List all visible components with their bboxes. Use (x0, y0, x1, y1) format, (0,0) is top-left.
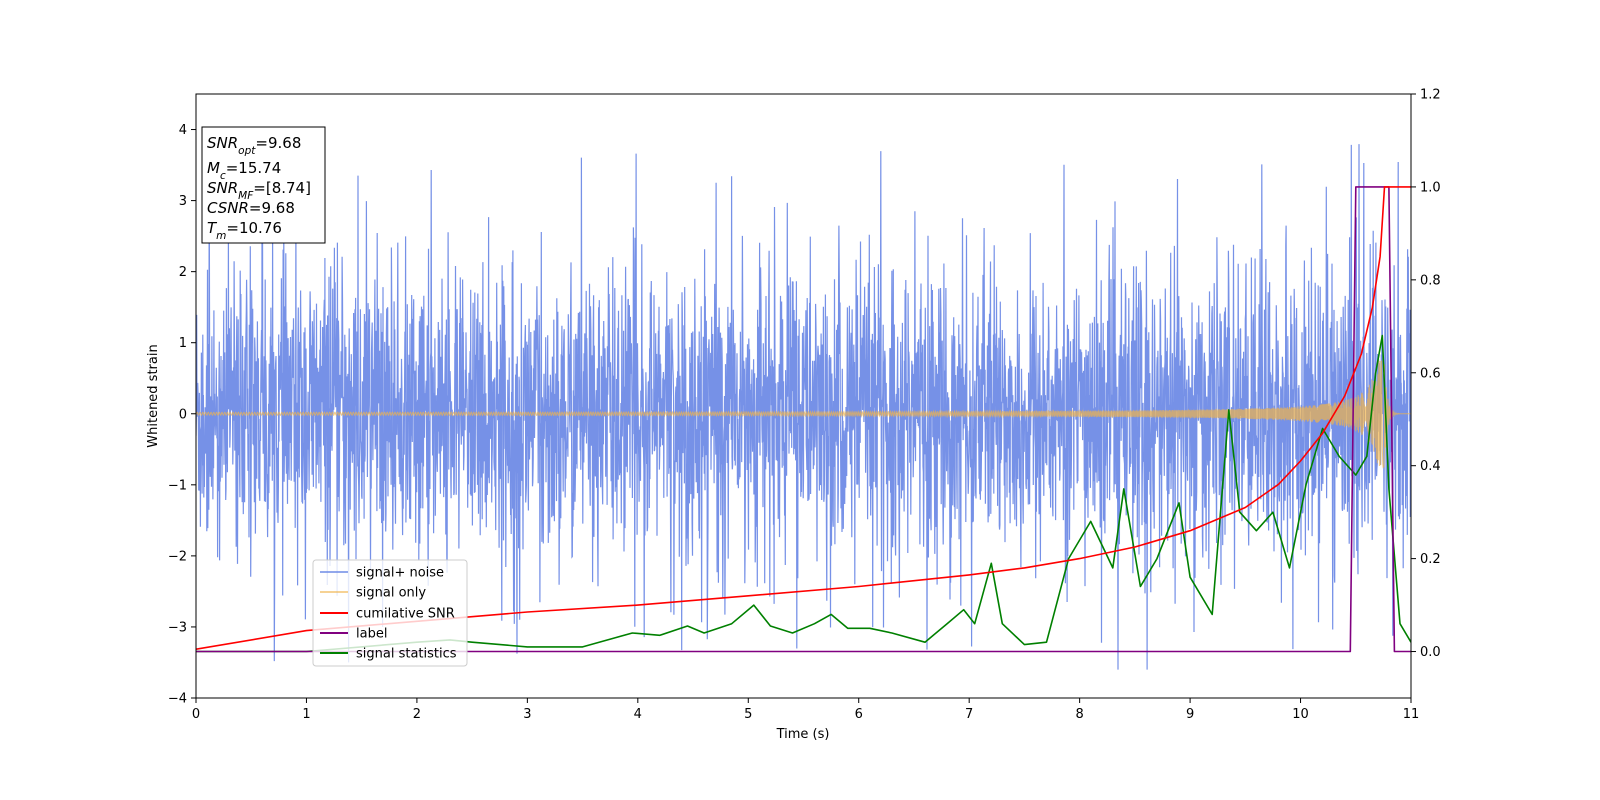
x-tick-label: 5 (744, 707, 752, 722)
y-axis-ticks: 4 3 2 1 0 −1 −2 −3 −4 (168, 123, 196, 707)
y-tick-label: −4 (168, 692, 187, 707)
x-tick-label: 2 (413, 707, 421, 722)
x-tick-label: 3 (523, 707, 531, 722)
y-tick-label: 0 (179, 407, 187, 422)
x-tick-label: 9 (1186, 707, 1194, 722)
info-row: Tm=10.76 (207, 219, 282, 242)
info-row: Mc=15.74 (207, 159, 281, 182)
x-tick-label: 1 (302, 707, 310, 722)
x-tick-label: 4 (634, 707, 642, 722)
y2-tick-label: 0.2 (1420, 552, 1441, 567)
x-tick-label: 6 (855, 707, 863, 722)
info-row: SNRMF=[8.74] (207, 179, 311, 202)
plot-frame (195, 93, 1412, 699)
legend-label: signal statistics (356, 647, 457, 662)
y2-tick-label: 0.0 (1420, 645, 1441, 660)
legend-label: signal+ noise (356, 566, 444, 581)
y2-tick-label: 1.2 (1420, 88, 1441, 103)
info-row: SNRopt=9.68 (207, 134, 301, 157)
info-value: =10.76 (226, 219, 282, 237)
x-tick-label: 11 (1403, 707, 1420, 722)
info-box: SNRopt=9.68Mc=15.74SNRMF=[8.74]CSNR=9.68… (201, 126, 326, 244)
plot-area (196, 144, 1411, 670)
series-line-signal-noise (196, 144, 1411, 670)
series-signal-statistics (196, 334, 1411, 653)
x-axis-label: Time (s) (776, 727, 830, 742)
info-subscript: m (216, 230, 226, 242)
legend: signal+ noise signal only cumilative SNR la… (312, 559, 468, 667)
x-tick-label: 7 (965, 707, 973, 722)
y2-axis-ticks: 1.2 1.0 0.8 0.6 0.4 0.2 0.0 (1411, 88, 1441, 660)
y-tick-label: 1 (179, 336, 187, 351)
y-axis-label: Whitened strain (146, 344, 161, 447)
y-tick-label: 4 (179, 123, 187, 138)
info-subscript: MF (238, 190, 254, 202)
x-axis-ticks: 0 1 2 3 4 5 6 7 8 9 10 11 (192, 698, 1419, 722)
info-value: =9.68 (249, 199, 295, 217)
legend-label: cumilative SNR (356, 607, 455, 622)
info-subscript: opt (238, 145, 256, 157)
info-value: =[8.74] (253, 179, 311, 197)
y-tick-label: 3 (179, 194, 187, 209)
y-tick-label: 2 (179, 265, 187, 280)
legend-label: label (356, 627, 387, 642)
series-line-signal-only (196, 360, 1411, 469)
info-symbol: T (207, 219, 218, 237)
legend-label: signal only (356, 586, 426, 601)
y2-tick-label: 0.4 (1420, 459, 1441, 474)
y-tick-label: −3 (168, 620, 187, 635)
y-tick-label: −1 (168, 478, 187, 493)
x-tick-label: 0 (192, 707, 200, 722)
y-tick-label: −2 (168, 549, 187, 564)
x-tick-label: 10 (1292, 707, 1309, 722)
x-tick-label: 8 (1075, 707, 1083, 722)
info-row: CSNR=9.68 (207, 199, 295, 217)
info-value: =15.74 (226, 159, 282, 177)
series-signal-noise (196, 144, 1411, 670)
y2-tick-label: 1.0 (1420, 180, 1441, 195)
series-line-label (196, 186, 1411, 653)
series-line-signal-statistics (196, 334, 1411, 653)
info-subscript: c (220, 170, 226, 182)
y2-tick-label: 0.6 (1420, 366, 1441, 381)
series-label (196, 186, 1411, 653)
info-symbol: SNR (207, 179, 238, 197)
info-value: =9.68 (255, 134, 301, 152)
info-symbol: M (207, 159, 220, 177)
info-symbol: SNR (207, 134, 238, 152)
series-signal-only (196, 360, 1411, 469)
info-symbol: CSNR (207, 199, 249, 217)
series-line-cumulative-snr (196, 186, 1411, 650)
series-cumulative-snr (196, 186, 1411, 650)
y2-tick-label: 0.8 (1420, 273, 1441, 288)
